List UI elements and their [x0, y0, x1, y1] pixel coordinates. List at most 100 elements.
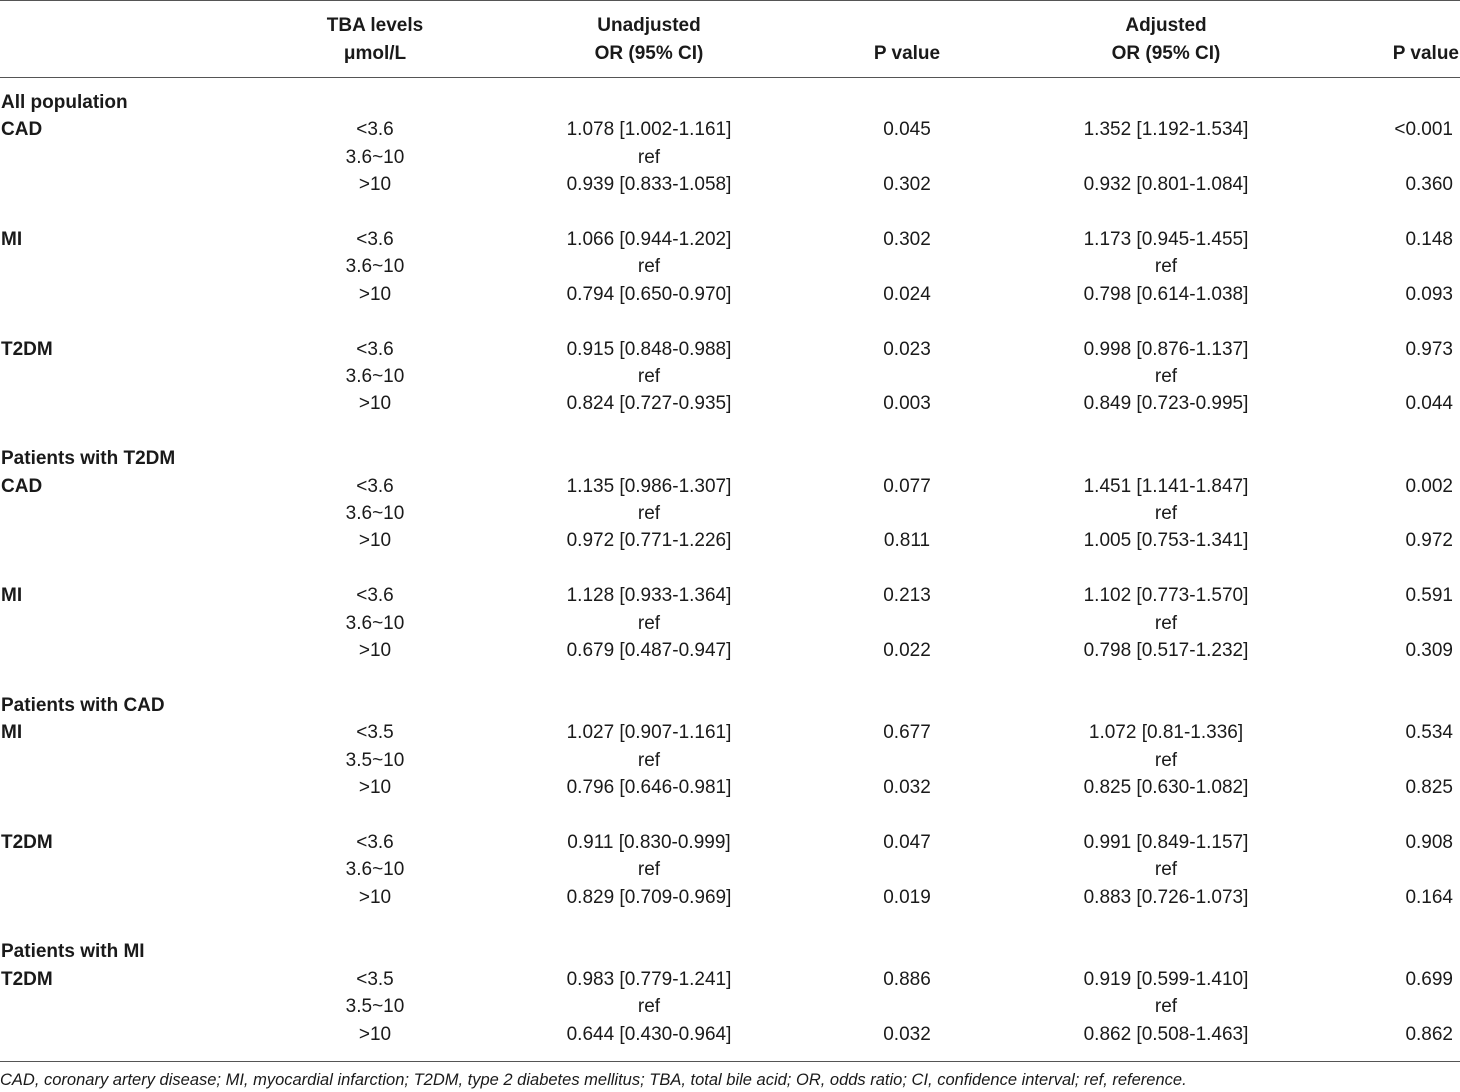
unadjusted-or-cell: ref: [637, 859, 661, 881]
adjusted-or-cell: 1.352 [1.192-1.534]: [1083, 119, 1249, 141]
unadjusted-or-cell: 1.066 [0.944-1.202]: [566, 229, 732, 250]
tba-level-cell: >10: [358, 283, 392, 305]
unadjusted-or-cell: 0.915 [0.848-0.988]: [566, 338, 732, 360]
unadjusted-p-cell: 0.024: [883, 283, 931, 305]
header-rule: [0, 77, 1460, 78]
unadjusted-p-cell: 0.811: [883, 530, 931, 552]
bottom-rule: [0, 1061, 1460, 1062]
header-tba-levels: TBA levels: [326, 15, 424, 36]
adjusted-or-cell: ref: [1154, 503, 1178, 524]
adjusted-p-cell: 0.591: [1405, 585, 1453, 607]
unadjusted-p-cell: 0.302: [883, 174, 931, 196]
adjusted-or-cell: 1.102 [0.773-1.570]: [1083, 585, 1249, 607]
header-p-value-unadjusted: P value: [873, 43, 941, 64]
tba-level-cell: <3.6: [356, 585, 394, 607]
table-footnote: CAD, coronary artery disease; MI, myocar…: [0, 1071, 1187, 1089]
adjusted-p-cell: 0.360: [1405, 174, 1453, 196]
unadjusted-or-cell: ref: [637, 612, 661, 634]
unadjusted-p-cell: 0.032: [883, 777, 931, 798]
section-title: Patients with MI: [1, 941, 145, 963]
unadjusted-or-cell: 1.135 [0.986-1.307]: [566, 475, 732, 497]
unadjusted-p-cell: 0.045: [883, 119, 931, 141]
unadjusted-p-cell: 0.022: [883, 640, 931, 661]
unadjusted-p-cell: 0.003: [883, 393, 931, 415]
adjusted-p-cell: 0.699: [1405, 968, 1453, 990]
adjusted-p-cell: 0.862: [1405, 1023, 1453, 1045]
outcome-label: CAD: [1, 119, 43, 141]
adjusted-or-cell: ref: [1154, 749, 1178, 771]
adjusted-or-cell: ref: [1154, 859, 1178, 881]
unadjusted-or-cell: 0.644 [0.430-0.964]: [566, 1023, 732, 1045]
adjusted-p-cell: 0.148: [1405, 229, 1453, 250]
adjusted-or-cell: 0.825 [0.630-1.082]: [1083, 777, 1249, 798]
tba-level-cell: >10: [358, 174, 392, 196]
adjusted-p-cell: 0.825: [1405, 777, 1453, 798]
outcome-label: CAD: [1, 475, 43, 497]
adjusted-or-cell: 1.072 [0.81-1.336]: [1088, 722, 1244, 744]
adjusted-or-cell: 0.798 [0.614-1.038]: [1083, 283, 1249, 305]
tba-level-cell: 3.5~10: [345, 996, 405, 1018]
adjusted-p-cell: 0.093: [1405, 283, 1453, 305]
tba-level-cell: >10: [358, 1023, 392, 1045]
adjusted-or-cell: 0.932 [0.801-1.084]: [1083, 174, 1249, 196]
adjusted-or-cell: 0.919 [0.599-1.410]: [1083, 968, 1249, 990]
unadjusted-p-cell: 0.032: [883, 1023, 931, 1045]
adjusted-or-cell: ref: [1154, 256, 1178, 278]
unadjusted-or-cell: 1.027 [0.907-1.161]: [566, 722, 732, 744]
adjusted-p-cell: 0.972: [1405, 530, 1453, 552]
adjusted-p-cell: 0.908: [1405, 831, 1453, 853]
tba-level-cell: 3.6~10: [345, 256, 405, 278]
outcome-label: T2DM: [1, 968, 53, 990]
adjusted-or-cell: 1.451 [1.141-1.847]: [1083, 475, 1249, 497]
section-title: Patients with T2DM: [1, 448, 176, 470]
outcome-label: MI: [1, 585, 23, 607]
header-tba-unit: μmol/L: [343, 43, 407, 64]
unadjusted-or-cell: 1.078 [1.002-1.161]: [566, 119, 732, 141]
tba-level-cell: <3.6: [356, 338, 394, 360]
tba-level-cell: 3.6~10: [345, 612, 405, 634]
tba-level-cell: <3.5: [356, 968, 394, 990]
header-adjusted-or: OR (95% CI): [1111, 43, 1221, 64]
adjusted-or-cell: ref: [1154, 366, 1178, 387]
unadjusted-or-cell: ref: [637, 996, 661, 1018]
outcome-label: T2DM: [1, 831, 53, 853]
adjusted-or-cell: 1.173 [0.945-1.455]: [1083, 229, 1249, 250]
tba-level-cell: <3.6: [356, 119, 394, 141]
tba-level-cell: >10: [358, 393, 392, 415]
tba-level-cell: >10: [358, 640, 392, 661]
unadjusted-p-cell: 0.047: [883, 831, 931, 853]
tba-level-cell: 3.6~10: [345, 366, 405, 387]
unadjusted-p-cell: 0.019: [883, 886, 931, 908]
adjusted-or-cell: 0.798 [0.517-1.232]: [1083, 640, 1249, 661]
unadjusted-or-cell: 0.796 [0.646-0.981]: [566, 777, 732, 798]
adjusted-p-cell: 0.164: [1405, 886, 1453, 908]
adjusted-or-cell: 1.005 [0.753-1.341]: [1083, 530, 1249, 552]
adjusted-p-cell: 0.002: [1405, 475, 1453, 497]
adjusted-or-cell: ref: [1154, 612, 1178, 634]
unadjusted-or-cell: 0.824 [0.727-0.935]: [566, 393, 732, 415]
top-rule: [0, 0, 1460, 1]
tba-level-cell: >10: [358, 530, 392, 552]
tba-level-cell: 3.6~10: [345, 146, 405, 168]
adjusted-or-cell: 0.991 [0.849-1.157]: [1083, 831, 1249, 853]
unadjusted-p-cell: 0.886: [883, 968, 931, 990]
tba-level-cell: >10: [358, 886, 392, 908]
adjusted-or-cell: 0.883 [0.726-1.073]: [1083, 886, 1249, 908]
tba-level-cell: <3.6: [356, 475, 394, 497]
header-p-value-adjusted: P value: [1392, 43, 1459, 64]
section-title: All population: [1, 92, 128, 113]
adjusted-or-cell: 0.849 [0.723-0.995]: [1083, 393, 1249, 415]
unadjusted-or-cell: 0.679 [0.487-0.947]: [566, 640, 732, 661]
unadjusted-or-cell: 0.972 [0.771-1.226]: [566, 530, 732, 552]
tba-level-cell: 3.6~10: [345, 503, 405, 524]
adjusted-p-cell: <0.001: [1394, 119, 1453, 141]
header-unadjusted-or: OR (95% CI): [594, 43, 704, 64]
unadjusted-or-cell: 0.939 [0.833-1.058]: [566, 174, 732, 196]
adjusted-p-cell: 0.973: [1405, 338, 1453, 360]
tba-level-cell: 3.6~10: [345, 859, 405, 881]
unadjusted-or-cell: 0.794 [0.650-0.970]: [566, 283, 732, 305]
unadjusted-or-cell: 0.829 [0.709-0.969]: [566, 886, 732, 908]
adjusted-p-cell: 0.534: [1405, 722, 1453, 744]
outcome-label: T2DM: [1, 338, 53, 360]
adjusted-or-cell: 0.862 [0.508-1.463]: [1083, 1023, 1249, 1045]
